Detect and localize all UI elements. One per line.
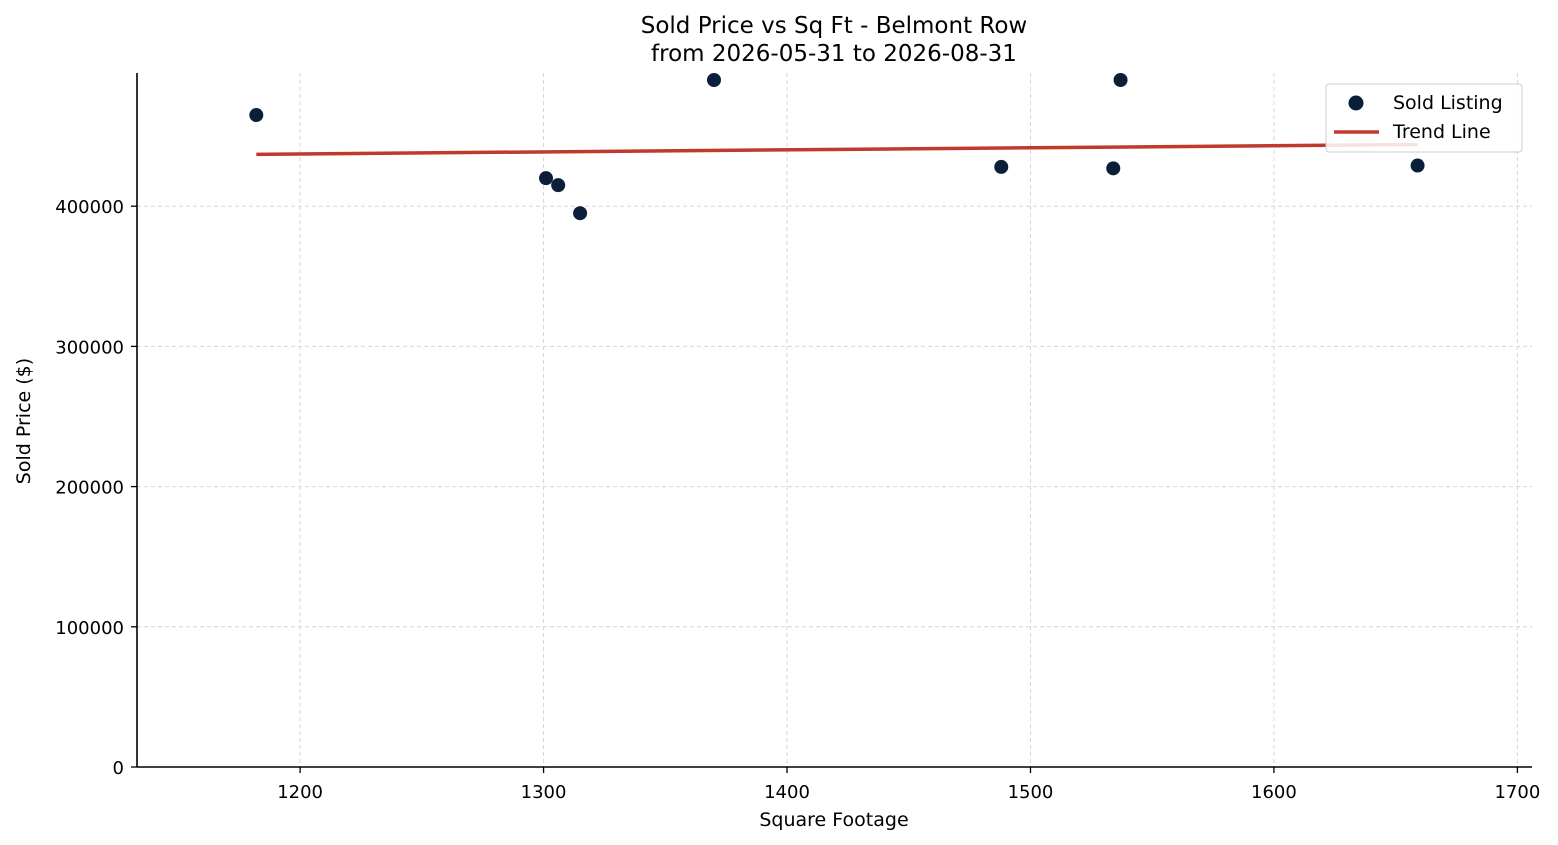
x-tick-label: 1700 [1494,782,1540,803]
x-tick-label: 1400 [764,782,810,803]
y-tick-label: 0 [113,758,124,779]
sold-listing-point [539,171,554,186]
y-axis-label: Sold Price ($) [13,358,35,484]
y-tick-label: 300000 [55,337,124,358]
x-tick-label: 1200 [277,782,323,803]
sold-listing-point [1106,161,1121,176]
trend-line-layer [256,142,1418,157]
legend-label-sold-listing: Sold Listing [1393,92,1503,114]
y-tick-label: 400000 [55,197,124,218]
x-tick-label: 1300 [521,782,567,803]
trend-line [256,142,1418,157]
legend-label-trend-line: Trend Line [1392,121,1491,143]
legend: Sold Listing Trend Line [1325,83,1523,153]
sold-listing-point [994,159,1009,174]
sold-listing-point [249,108,264,123]
legend-box [1325,83,1523,153]
sold-listing-point [1410,158,1425,173]
sold-listing-point [551,178,566,193]
chart-subtitle: from 2026-05-31 to 2026-08-31 [651,41,1017,67]
sold-listing-point [573,206,588,221]
axis-ticks: 1200 1300 1400 1500 1600 1700 0 100000 200000 300… [55,197,1540,803]
chart-title: Sold Price vs Sq Ft - Belmont Row [641,13,1028,39]
legend-marker-sold-listing [1348,95,1364,111]
x-axis-label: Square Footage [759,809,908,831]
x-tick-label: 1500 [1008,782,1054,803]
sold-listing-point [706,73,721,88]
grid-lines [137,73,1532,767]
sold-listing-point [1113,73,1128,88]
y-tick-label: 200000 [55,478,124,499]
y-tick-label: 100000 [55,618,124,639]
data-points [249,73,1425,221]
x-tick-label: 1600 [1251,782,1297,803]
